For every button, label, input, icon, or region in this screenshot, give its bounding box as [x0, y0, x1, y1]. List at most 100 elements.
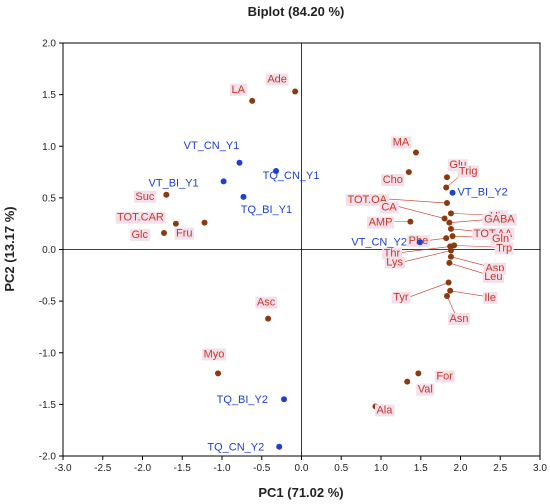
- variable-point-glu: [443, 174, 450, 181]
- variable-label-for: For: [436, 370, 453, 382]
- variable-label-tyr: Tyr: [393, 292, 409, 304]
- variable-point-lys: [447, 247, 454, 254]
- variable-label-fru: Fru: [176, 228, 193, 240]
- variable-label-glc: Glc: [131, 229, 148, 241]
- variable-label-suc: Suc: [135, 191, 154, 203]
- variable-point-suc: [163, 191, 170, 198]
- variable-label-bg: [229, 83, 248, 96]
- variable-label-bg: [382, 247, 403, 260]
- x-tick-label: -2.5: [94, 463, 112, 474]
- observation-label-vt-bi-y1: VT_BI_Y1: [149, 177, 199, 189]
- variable-label-bg: [255, 296, 278, 309]
- y-axis-title: PC2 (13.17 %): [2, 206, 17, 291]
- variable-point-phe: [443, 235, 450, 242]
- variable-point-trig: [443, 184, 450, 191]
- x-axis-title: PC1 (71.02 %): [258, 485, 343, 500]
- y-tick-label: 0.5: [42, 193, 56, 204]
- observation-label-tq-bi-y2: TQ_BI_Y2: [217, 394, 268, 406]
- variable-point-la: [249, 97, 256, 104]
- axes-layer: -3.0 -2.5 -2.0 -1.5 -1.0 -0.5 0.0 0.5 1.0 1.5 2.0 2…: [39, 39, 548, 475]
- variable-label-la: LA: [231, 84, 245, 96]
- x-tick-label: 2.0: [454, 463, 468, 474]
- variable-label-bg: [367, 216, 394, 229]
- y-tick-label: -2.0: [39, 452, 57, 463]
- variable-label-bg: [384, 256, 405, 269]
- variable-label-leu: Leu: [484, 271, 502, 283]
- y-tick-label: 1.0: [42, 142, 56, 153]
- variable-label-bg: [494, 242, 514, 255]
- variable-label-asc: Asc: [257, 297, 276, 309]
- leader-line: [404, 250, 452, 262]
- x-tick-label: 1.5: [414, 463, 428, 474]
- variable-label-bg: [381, 174, 405, 187]
- variable-label-ile: Ile: [484, 292, 496, 304]
- variable-point-ma: [412, 149, 419, 156]
- observation-point-tq-bi-y1: [240, 193, 247, 200]
- x-tick-label: -3.0: [54, 463, 72, 474]
- variable-label-bg: [174, 227, 195, 240]
- variable-point-asn: [443, 292, 450, 299]
- variable-label-bg: [391, 291, 411, 304]
- leader-line: [410, 282, 449, 297]
- chart-title: Biplot (84.20 %): [248, 4, 345, 19]
- observation-label-vt-cn-y2: VT_CN_Y2: [351, 236, 407, 248]
- variable-label-bg: [115, 211, 166, 224]
- y-tick-label: -1.5: [39, 400, 57, 411]
- variable-label-bg: [345, 194, 390, 207]
- variable-label-bg: [202, 348, 226, 361]
- variable-label-bg: [265, 73, 289, 86]
- variable-label-bg: [434, 370, 455, 383]
- variable-label-asn: Asn: [450, 313, 469, 325]
- leader-line: [402, 246, 451, 253]
- variable-label-bg: [457, 165, 479, 178]
- variable-point-his: [447, 210, 454, 217]
- observation-label-tq-cn-y1: TQ_CN_Y1: [263, 170, 320, 182]
- y-tick-label: 0.0: [42, 245, 56, 256]
- variable-label-amp: AMP: [369, 217, 393, 229]
- y-tick-label: -0.5: [39, 297, 57, 308]
- variable-label-thr: Thr: [384, 247, 401, 259]
- variable-point-asc: [265, 315, 272, 322]
- observation-point-vt-bi-y1: [220, 178, 227, 185]
- variable-label-bg: [374, 404, 395, 417]
- variable-label-bg: [416, 383, 435, 396]
- variable-label-gln: Gln: [492, 233, 509, 245]
- variable-point-gaba: [446, 219, 453, 226]
- variable-label-bg: [482, 213, 517, 226]
- variable-point-gln: [449, 233, 456, 240]
- variable-label-ma: MA: [393, 136, 410, 148]
- x-tick-label: -1.5: [174, 463, 192, 474]
- variable-label-lys: Lys: [386, 257, 403, 269]
- variable-label-gaba: GABA: [484, 214, 515, 226]
- variable-label-bg: [129, 228, 150, 241]
- variable-label-trp: Trp: [496, 242, 512, 254]
- variable-label-bg: [490, 233, 511, 246]
- marks-layer: AdeLAMAGluChoTrigTOT.OAHisCAGABAAMPTOT.A…: [115, 73, 517, 454]
- variable-point-tot-aa: [447, 225, 454, 232]
- observation-label-tq-bi-y1: TQ_BI_Y1: [241, 204, 292, 216]
- variable-point-val: [404, 378, 411, 385]
- variable-label-ca: CA: [381, 202, 397, 214]
- leader-line: [454, 245, 503, 248]
- leader-line: [450, 290, 489, 298]
- variable-point-tot-oa: [443, 200, 450, 207]
- observation-point-tq-cn-y2: [276, 443, 283, 450]
- variable-label-bg: [133, 190, 157, 203]
- leader-line: [388, 198, 448, 204]
- variable-label-tot-car: TOT.CAR: [117, 212, 164, 224]
- variable-label-bg: [379, 201, 399, 214]
- observation-point-tq-cn-y1: [273, 168, 280, 175]
- variable-label-bg: [482, 270, 505, 283]
- variable-label-bg: [448, 312, 470, 325]
- y-tick-label: 2.0: [42, 39, 56, 50]
- variable-label-ade: Ade: [267, 74, 287, 86]
- variable-point-glc: [160, 229, 167, 236]
- variable-point-ile: [447, 287, 454, 294]
- observation-label-tq-cn-y2: TQ_CN_Y2: [207, 442, 264, 454]
- observation-label-vt-cn-y1: VT_CN_Y1: [184, 140, 240, 152]
- x-tick-label: 3.0: [533, 463, 547, 474]
- variable-label-bg: [482, 291, 498, 304]
- observation-point-vt-cn-y2: [416, 239, 423, 246]
